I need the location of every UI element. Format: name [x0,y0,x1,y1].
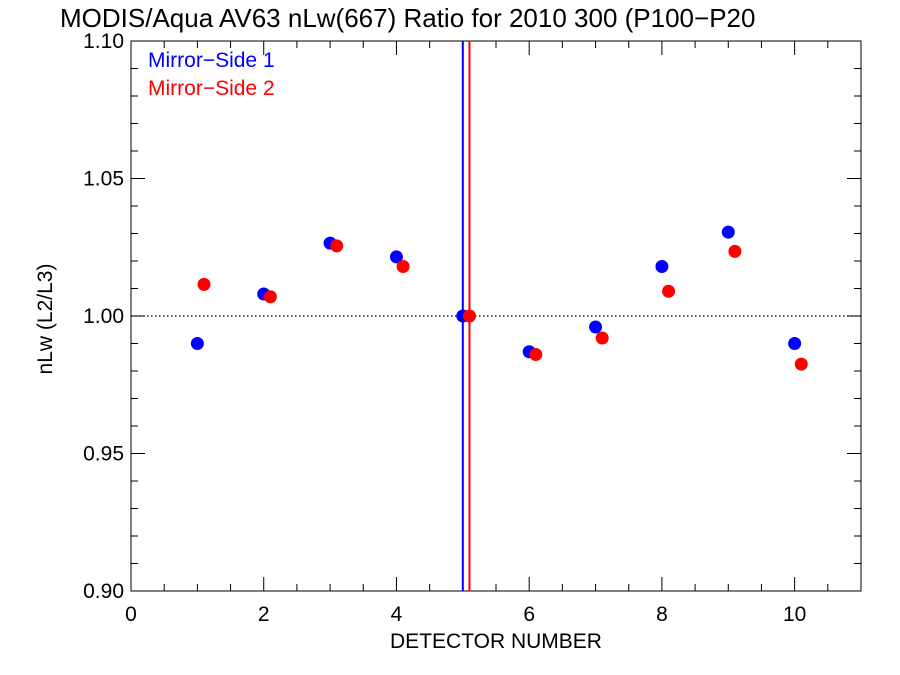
legend-entry-1: Mirror−Side 1 [148,49,275,72]
data-point-series-2 [728,244,742,258]
data-point-series-2 [529,348,543,361]
data-point-series-1 [389,250,403,264]
y-tick-label: 1.10 [83,30,124,53]
x-axis-label: DETECTOR NUMBER [390,630,602,653]
legend-entry-2: Mirror−Side 2 [148,77,275,100]
data-point-series-1 [190,337,204,350]
data-point-series-2 [462,309,476,323]
x-tick-label: 0 [125,603,137,626]
data-point-series-2 [330,239,344,253]
data-point-series-2 [595,331,609,345]
data-point-series-2 [396,260,410,273]
y-tick-label: 0.90 [83,580,124,603]
y-tick-label: 1.00 [83,305,124,328]
data-point-series-1 [788,337,802,350]
y-tick-label: 0.95 [83,443,124,466]
x-tick-label: 10 [783,603,806,626]
data-point-series-2 [662,284,676,298]
data-point-series-1 [655,260,669,273]
data-point-series-2 [263,290,277,304]
x-tick-label: 2 [258,603,270,626]
x-tick-label: 8 [656,603,668,626]
plot-area: 0 2 4 6 8 10 0.90 0.95 1.00 1.05 1.10 Mirror−Side 1… [83,30,862,626]
x-tick-label: 6 [523,603,535,626]
data-point-series-1 [589,320,603,334]
data-point-series-2 [197,277,211,291]
data-point-series-1 [721,225,735,239]
chart-title: MODIS/Aqua AV63 nLw(667) Ratio for 2010 … [60,3,755,33]
data-point-series-2 [794,357,808,371]
y-tick-label: 1.05 [83,168,124,191]
x-tick-label: 4 [391,603,403,626]
y-axis-label: nLw (L2/L3) [34,264,57,375]
